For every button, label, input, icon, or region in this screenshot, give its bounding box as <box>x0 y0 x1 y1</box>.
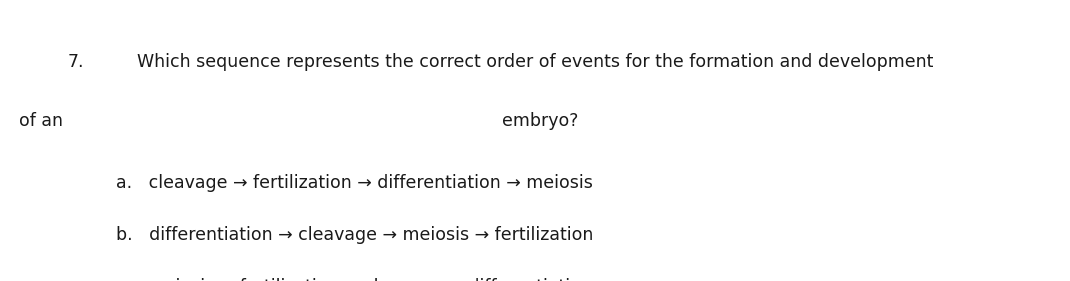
Text: b.   differentiation → cleavage → meiosis → fertilization: b. differentiation → cleavage → meiosis … <box>116 226 593 244</box>
Text: embryo?: embryo? <box>502 112 579 130</box>
Text: 7.: 7. <box>67 53 83 71</box>
Text: of an: of an <box>19 112 63 130</box>
Text: c.   meiosis → fertilization → cleavage → differentiation: c. meiosis → fertilization → cleavage → … <box>116 278 592 281</box>
Text: Which sequence represents the correct order of events for the formation and deve: Which sequence represents the correct or… <box>137 53 933 71</box>
Text: a.   cleavage → fertilization → differentiation → meiosis: a. cleavage → fertilization → differenti… <box>116 174 593 192</box>
